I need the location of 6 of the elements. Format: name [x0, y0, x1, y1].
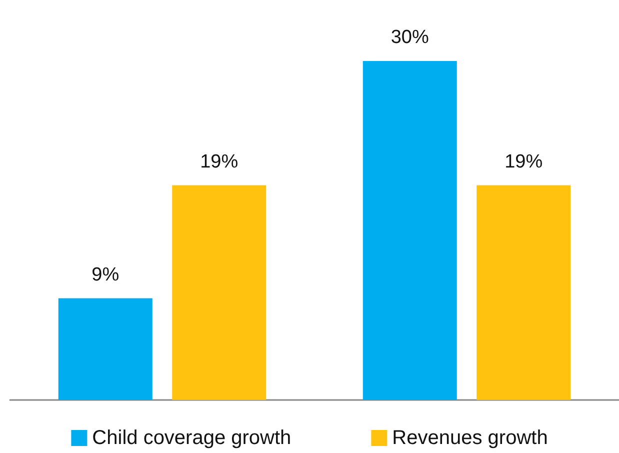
data-label: 30% [390, 27, 429, 48]
data-label: 9% [92, 264, 120, 286]
data-label: 19% [504, 151, 543, 172]
data-label: 19% [200, 151, 238, 172]
legend-label: Revenues growth [392, 427, 548, 449]
legend-label: Child coverage growth [92, 427, 292, 449]
